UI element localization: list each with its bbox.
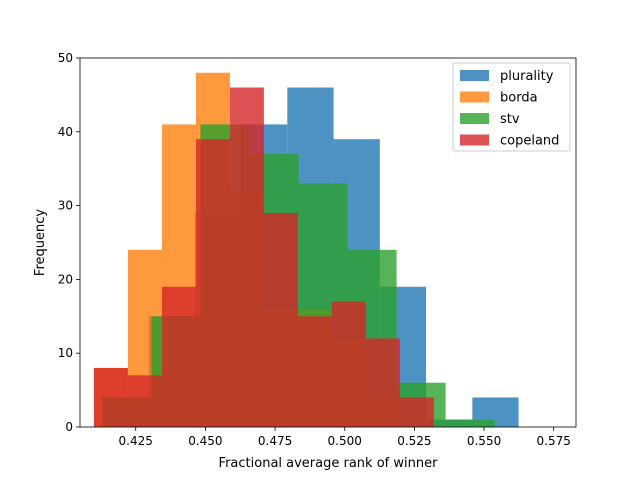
bar-copeland-6: [297, 316, 332, 427]
y-tick-label: 40: [58, 125, 73, 139]
plot-frame: [79, 57, 577, 428]
x-tick-label: 0.550: [467, 434, 501, 448]
x-tick-label: 0.425: [119, 434, 153, 448]
y-tick-label: 0: [65, 420, 73, 434]
y-tick-label: 10: [58, 346, 73, 360]
bar-copeland-8: [365, 338, 400, 427]
x-tick-label: 0.525: [397, 434, 431, 448]
bar-copeland-2: [161, 286, 196, 427]
ticks-layer: 0.425 0.450 0.475 0.500 0.525 0.550 0.575 0 10 20…: [58, 51, 571, 448]
bar-copeland-0: [93, 367, 128, 427]
bar-copeland-7: [331, 301, 366, 427]
bars-layer: [93, 72, 519, 428]
y-axis-label: Frequency: [33, 209, 48, 276]
legend-swatch-stv: [460, 113, 489, 124]
y-tick-label: 30: [58, 199, 73, 213]
x-tick-label: 0.500: [328, 434, 362, 448]
legend-swatch-plurality: [460, 70, 489, 81]
y-tick-label: 50: [58, 51, 73, 65]
legend-label-plurality: plurality: [500, 69, 554, 84]
legend-label-stv: stv: [500, 112, 520, 127]
y-tick-label: 20: [58, 272, 73, 286]
legend-box: [452, 62, 571, 152]
legend-swatch-borda: [460, 91, 489, 103]
bar-stv-7: [445, 419, 495, 427]
bar-copeland-3: [195, 139, 230, 427]
bar-copeland-4: [229, 87, 264, 428]
bar-copeland-9: [399, 397, 434, 427]
x-tick-label: 0.575: [537, 434, 571, 448]
x-tick-label: 0.475: [258, 434, 292, 448]
legend-label-copeland: copeland: [500, 134, 559, 149]
legend-label-borda: borda: [500, 91, 538, 106]
legend-swatch-copeland: [460, 134, 489, 146]
legend: plurality borda stv copeland: [452, 62, 571, 152]
x-tick-label: 0.450: [188, 434, 222, 448]
bar-copeland-1: [127, 375, 162, 427]
x-axis-label: Fractional average rank of winner: [219, 456, 439, 471]
bar-copeland-5: [263, 212, 298, 427]
